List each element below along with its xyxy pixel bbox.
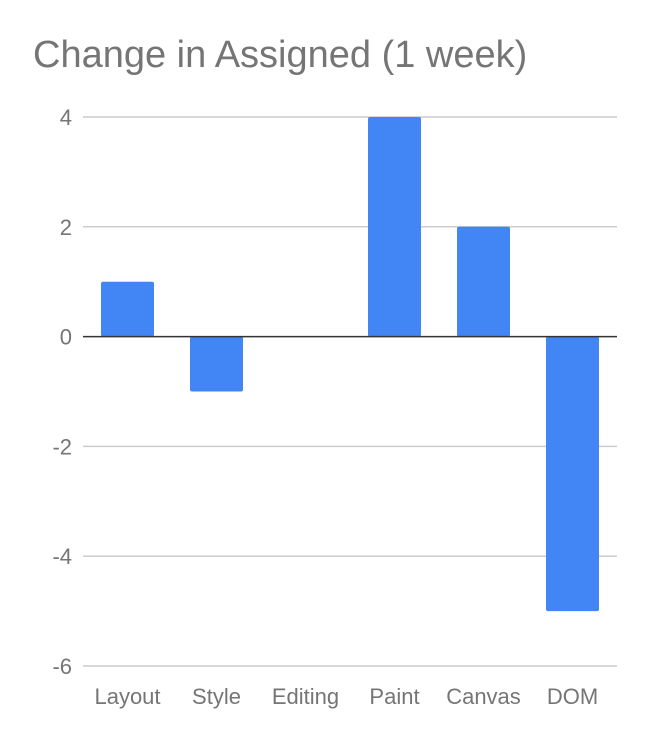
x-category-label: Layout — [94, 684, 160, 709]
x-category-label: Paint — [369, 684, 419, 709]
bar-layout — [101, 281, 154, 337]
x-category-label: Editing — [272, 684, 339, 709]
bars — [101, 117, 599, 612]
bar-dom — [546, 336, 599, 612]
y-tick-label: 4 — [60, 105, 72, 130]
bar-paint — [368, 117, 421, 337]
x-category-label: DOM — [547, 684, 598, 709]
x-category-label: Canvas — [446, 684, 521, 709]
y-tick-label: -6 — [52, 654, 72, 679]
chart-title: Change in Assigned (1 week) — [33, 34, 528, 76]
bar-style — [190, 336, 243, 392]
x-axis-categories: Layout Style Editing Paint Canvas DOM — [94, 684, 598, 709]
y-tick-label: 0 — [60, 325, 72, 350]
y-tick-label: -4 — [52, 544, 72, 569]
y-tick-label: 2 — [60, 215, 72, 240]
bar-canvas — [457, 226, 510, 337]
y-tick-label: -2 — [52, 434, 72, 459]
y-axis-ticks: 4 2 0 -2 -4 -6 — [52, 105, 72, 679]
gridlines — [83, 116, 617, 667]
x-category-label: Style — [192, 684, 241, 709]
